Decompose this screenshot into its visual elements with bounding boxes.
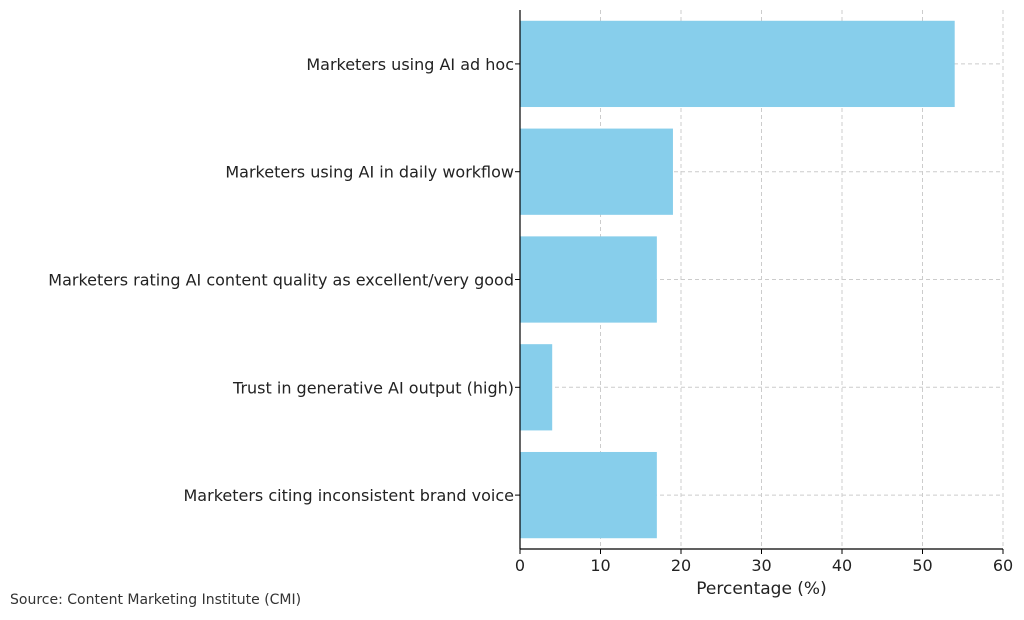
x-tick-label: 0 bbox=[515, 556, 525, 575]
axes bbox=[515, 10, 1004, 554]
x-tick-label: 10 bbox=[590, 556, 610, 575]
y-category-label: Trust in generative AI output (high) bbox=[232, 378, 514, 397]
labels: Percentage (%) 0 10 20 30 40 50 60 Marketers us… bbox=[48, 55, 1013, 599]
bar bbox=[520, 344, 553, 431]
bar bbox=[520, 20, 955, 108]
x-tick-label: 30 bbox=[751, 556, 771, 575]
y-category-label: Marketers rating AI content quality as e… bbox=[48, 271, 514, 290]
x-tick-label: 40 bbox=[832, 556, 852, 575]
source-note: Source: Content Marketing Institute (CMI… bbox=[10, 592, 302, 608]
bar bbox=[520, 128, 673, 215]
y-category-label: Marketers using AI ad hoc bbox=[306, 55, 514, 74]
bars bbox=[520, 20, 955, 539]
x-tick-label: 20 bbox=[671, 556, 691, 575]
y-category-label: Marketers citing inconsistent brand voic… bbox=[184, 486, 515, 505]
y-category-label: Marketers using AI in daily workflow bbox=[225, 163, 514, 182]
x-tick-label: 50 bbox=[912, 556, 932, 575]
bar bbox=[520, 451, 657, 539]
x-tick-label: 60 bbox=[993, 556, 1013, 575]
x-axis-title: Percentage (%) bbox=[696, 579, 826, 599]
bar bbox=[520, 236, 657, 323]
